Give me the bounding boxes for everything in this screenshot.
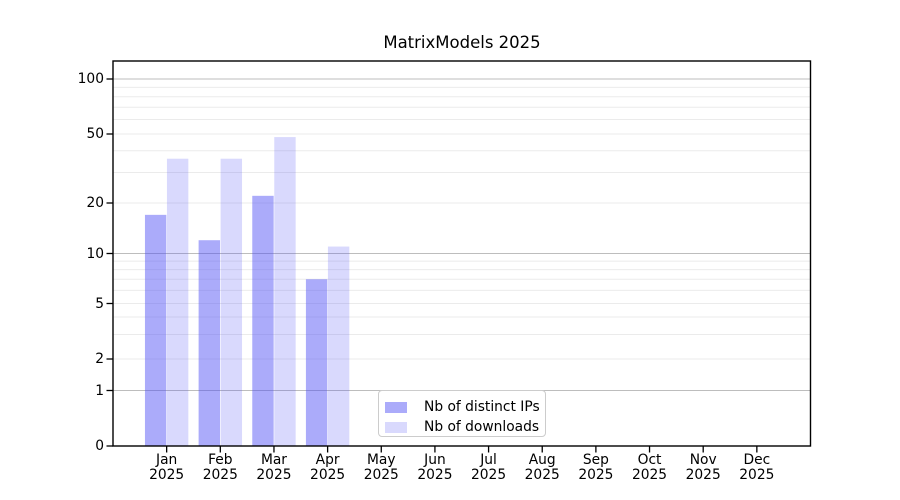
x-tick-label-jul: Jul 2025 (459, 453, 519, 483)
month-label: Oct (637, 452, 662, 468)
legend-label-ips: Nb of distinct IPs (424, 399, 540, 415)
legend-swatch-downloads (385, 421, 407, 433)
month-label: Mar (260, 452, 287, 468)
y-tick-label-2: 2 (95, 351, 104, 367)
month-label: Apr (315, 452, 340, 468)
month-label: Jun (424, 452, 446, 468)
month-label: Nov (689, 452, 717, 468)
x-tick-label-feb: Feb 2025 (190, 453, 250, 483)
x-tick-label-oct: Oct 2025 (620, 453, 680, 483)
year-label: 2025 (578, 467, 614, 483)
legend-label-downloads: Nb of downloads (424, 419, 540, 435)
y-tick-label-20: 20 (86, 195, 104, 211)
x-tick-label-dec: Dec 2025 (727, 453, 787, 483)
month-label: May (367, 452, 396, 468)
y-tick-label-100: 100 (77, 71, 104, 87)
y-tick-label-1: 1 (95, 382, 104, 399)
year-label: 2025 (739, 467, 775, 483)
month-label: Sep (582, 452, 609, 468)
month-label: Aug (528, 452, 556, 468)
bar-downloads-jan (166, 158, 189, 446)
x-tick-label-aug: Aug 2025 (512, 453, 572, 483)
y-tick-label-10: 10 (86, 245, 104, 262)
bar-downloads-mar (274, 137, 296, 447)
bar-downloads-apr (327, 246, 350, 446)
year-label: 2025 (417, 467, 453, 483)
x-tick-label-mar: Mar 2025 (244, 453, 304, 483)
bar-ips-feb (198, 240, 221, 446)
legend-swatch-ips (385, 401, 407, 413)
x-tick-label-jan: Jan 2025 (137, 453, 197, 483)
month-label: Jul (480, 452, 497, 468)
legend-item-ips: Nb of distinct IPs (385, 397, 545, 417)
year-label: 2025 (524, 467, 560, 483)
x-tick-label-may: May 2025 (351, 453, 411, 483)
x-tick-label-jun: Jun 2025 (405, 453, 465, 483)
chart-title: MatrixModels 2025 (383, 33, 541, 52)
x-tick-label-apr: Apr 2025 (298, 453, 358, 483)
y-tick-label-5: 5 (95, 295, 104, 312)
legend-item-downloads: Nb of downloads (385, 417, 545, 437)
year-label: 2025 (631, 467, 668, 483)
year-label: 2025 (471, 467, 507, 483)
year-label: 2025 (685, 467, 721, 483)
x-tick-label-sep: Sep 2025 (566, 453, 626, 483)
month-label: Dec (743, 452, 771, 468)
month-label: Feb (208, 452, 233, 468)
bar-ips-jan (144, 214, 167, 446)
year-label: 2025 (363, 467, 399, 483)
bar-ips-mar (252, 195, 274, 446)
year-label: 2025 (202, 467, 238, 483)
legend: Nb of distinct IPs Nb of downloads (378, 390, 546, 437)
bar-ips-apr (305, 279, 328, 446)
bar-downloads-feb (220, 158, 243, 446)
year-label: 2025 (149, 467, 185, 483)
year-label: 2025 (310, 467, 346, 483)
month-label: Jan (156, 452, 178, 468)
y-tick-label-0: 0 (95, 438, 104, 454)
x-tick-label-nov: Nov 2025 (673, 453, 733, 483)
year-label: 2025 (256, 467, 292, 483)
y-tick-label-50: 50 (86, 126, 104, 142)
